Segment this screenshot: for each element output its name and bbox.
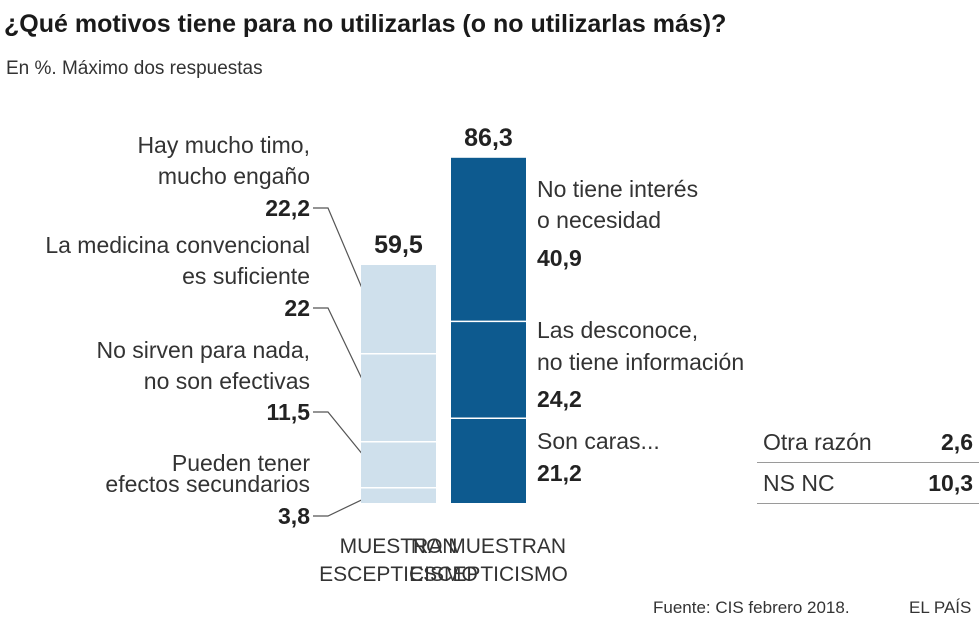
leader-line [313, 207, 372, 310]
nsnc-value: 10,3 [907, 462, 979, 504]
segment-label: Pueden tener [172, 450, 310, 476]
other-label: Otra razón [757, 422, 908, 463]
segment-value: 22,2 [265, 195, 310, 221]
chart-subtitle: En %. Máximo dos respuestas [6, 58, 263, 79]
nsnc-label: NS NC [757, 462, 908, 504]
bar-segment [361, 353, 436, 442]
segment-label: Son caras... [537, 428, 660, 454]
segment-value: 22 [284, 295, 310, 321]
other-value: 2,6 [907, 422, 979, 463]
bar-segment [451, 157, 526, 322]
segment-value: 11,5 [267, 399, 311, 425]
bar-segment [361, 441, 436, 488]
segment-label: no tiene información [537, 349, 744, 375]
segment-label: No sirven para nada, [96, 337, 310, 363]
leader-line [313, 411, 372, 466]
segment-value: 21,2 [537, 460, 582, 486]
segment-label: La medicina convencional [45, 232, 310, 258]
segment-value: 40,9 [537, 245, 582, 271]
segment-value: 3,8 [278, 503, 310, 529]
segment-label: o necesidad [537, 207, 661, 233]
segment-label: Las desconoce, [537, 317, 698, 343]
leader-line [313, 494, 372, 517]
bar-segment [361, 265, 436, 354]
category-label: MUESTRAN [340, 535, 458, 558]
bar-segment [361, 487, 436, 503]
other-reasons-table: Otra razón 2,6 NS NC 10,3 [757, 422, 979, 504]
segment-label: mucho engaño [158, 163, 310, 189]
brand-label: EL PAÍS [909, 598, 972, 617]
bar-total-label: 59,5 [374, 231, 423, 259]
category-label: ESCEPTICISMO [319, 563, 478, 586]
leader-line [313, 307, 372, 399]
bar-total-label: 86,3 [464, 124, 513, 152]
bar-segment [451, 321, 526, 419]
category-label: NO MUESTRAN [411, 535, 566, 558]
segment-label: no son efectivas [144, 368, 310, 394]
segment-label: es suficiente [182, 263, 310, 289]
source-note: Fuente: CIS febrero 2018. [653, 598, 850, 617]
chart-title: ¿Qué motivos tiene para no utilizarlas (… [4, 10, 727, 38]
segment-label: efectos secundarios [105, 471, 310, 497]
segment-label: No tiene interés [537, 176, 698, 202]
segment-label: Hay mucho timo, [137, 132, 310, 158]
table-row: Otra razón 2,6 [757, 422, 979, 463]
category-label: ESCEPTICISMO [409, 563, 568, 586]
table-row: NS NC 10,3 [757, 462, 979, 504]
segment-value: 24,2 [537, 386, 582, 412]
bar-segment [451, 418, 526, 503]
